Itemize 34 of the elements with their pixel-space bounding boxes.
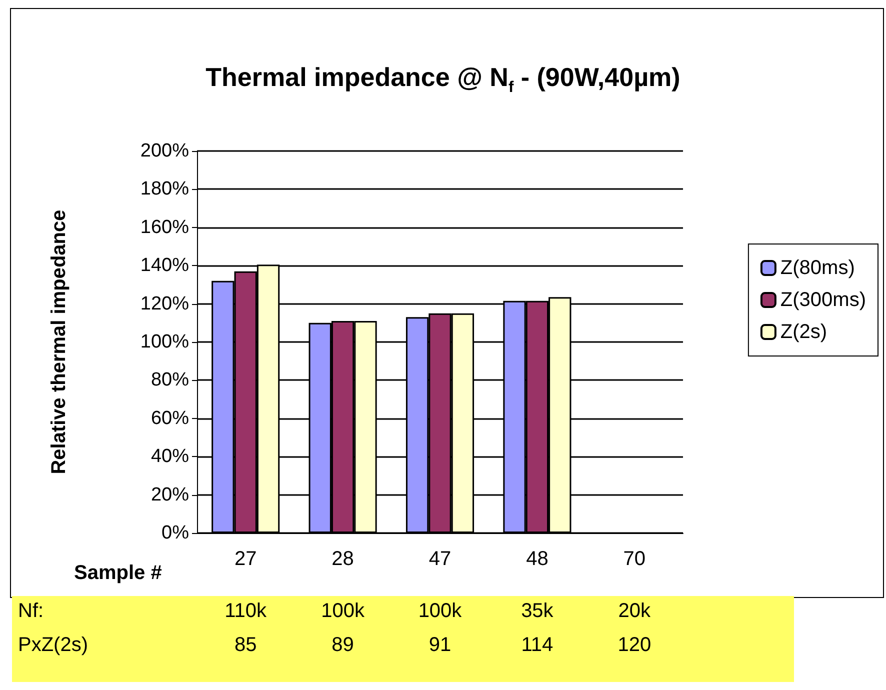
text: 110k xyxy=(224,600,267,623)
x-axis-title: Sample # xyxy=(74,562,162,585)
y-tick-label: 40% xyxy=(150,446,190,468)
text: 120 xyxy=(618,634,652,657)
text: 89 xyxy=(332,634,354,657)
y-tick-label: 20% xyxy=(150,484,190,506)
legend-label: Z(80ms) xyxy=(780,257,855,279)
x-tick-label: 48 xyxy=(526,548,548,570)
x-tick-label: 47 xyxy=(428,548,452,570)
y-axis-title: Relative thermal impedance xyxy=(48,210,70,474)
text: 91 xyxy=(428,634,452,657)
y-tick-label: 120% xyxy=(140,293,190,314)
x-tick-label: 28 xyxy=(332,548,354,570)
text: 114 xyxy=(521,634,554,657)
y-tick-label: 0% xyxy=(162,522,190,544)
y-tick-label: 100% xyxy=(140,332,190,352)
text: 85 xyxy=(234,634,257,657)
legend-label: Z(300ms) xyxy=(780,289,866,311)
y-tick-label: 60% xyxy=(150,408,190,429)
text: 20k xyxy=(618,600,651,623)
text: 100k xyxy=(418,600,462,623)
chart-title: Thermal impedance @ N$_{f}$ - (90W,40µm) xyxy=(204,62,682,98)
text: PxZ(2s) xyxy=(18,634,88,657)
text: 100k xyxy=(321,600,364,623)
text: Nf: xyxy=(18,600,44,623)
y-tick-label: 160% xyxy=(140,216,190,238)
x-tick-label: 27 xyxy=(234,548,257,570)
y-tick-label: 180% xyxy=(140,178,190,200)
y-tick-label: 80% xyxy=(150,370,190,391)
text: 35k xyxy=(521,600,554,623)
legend-label: Z(2s) xyxy=(780,321,828,343)
y-tick-label: 200% xyxy=(140,140,190,162)
y-tick-label: 140% xyxy=(140,255,190,276)
x-tick-label: 70 xyxy=(623,548,646,570)
